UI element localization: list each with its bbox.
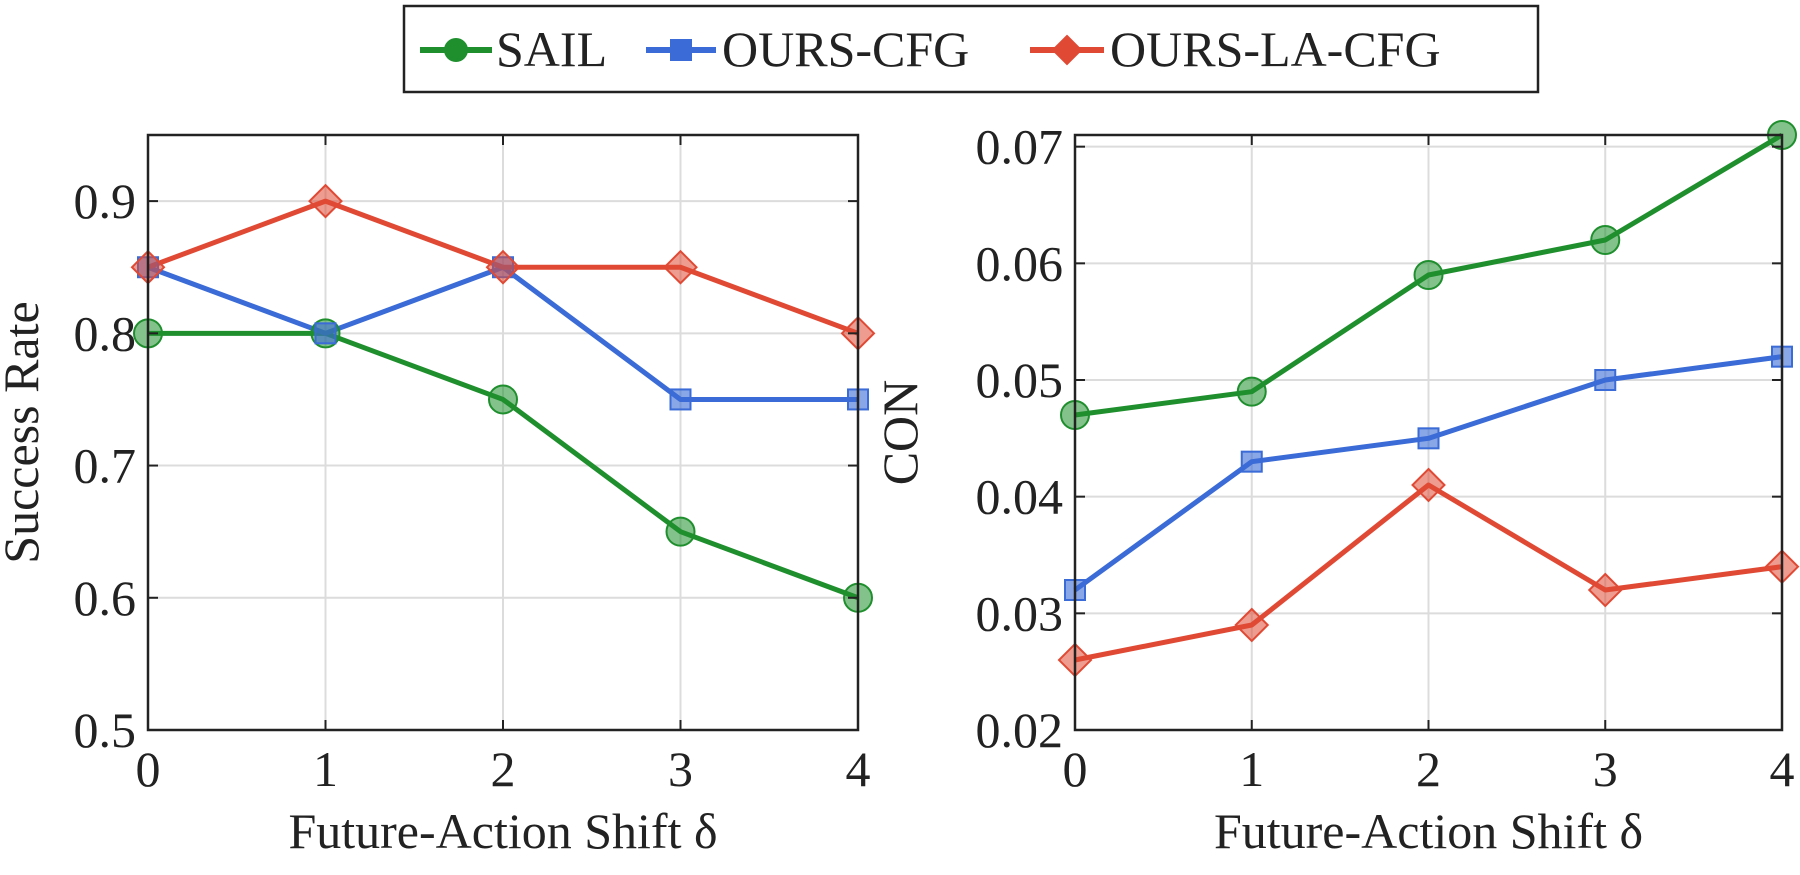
y-tick-label: 0.04	[976, 469, 1064, 525]
y-tick-label: 0.02	[976, 702, 1064, 758]
legend-marker-ours-la-cfg	[1051, 34, 1083, 66]
data-point-ours-la-cfg	[1411, 467, 1446, 503]
x-axis-label: Future-Action Shift δ	[288, 803, 717, 859]
legend-entry-ours-cfg: OURS-CFG	[646, 21, 969, 77]
y-tick-label: 0.9	[74, 173, 137, 229]
x-axis-label: Future-Action Shift δ	[1214, 803, 1643, 859]
legend-marker-ours-cfg	[670, 39, 692, 61]
data-point-sail	[1590, 225, 1621, 255]
y-tick-label: 0.03	[976, 585, 1064, 641]
data-point-sail	[1236, 376, 1267, 407]
data-point-sail	[1413, 260, 1444, 290]
legend-label-ours-la-cfg: OURS-LA-CFG	[1110, 21, 1441, 77]
left-plot: 0 1 2 3 4 0.5 0.6 0.7 0.8 0.9 Future-Action Shift …	[0, 133, 876, 859]
legend-entry-ours-la-cfg: OURS-LA-CFG	[1030, 21, 1441, 77]
y-axis-label: CON	[872, 380, 928, 486]
data-point-ours-la-cfg	[1234, 607, 1270, 643]
x-tick-label: 2	[1416, 741, 1441, 797]
data-point-ours-la-cfg	[663, 249, 698, 285]
legend-entry-sail: SAIL	[420, 21, 607, 77]
legend: SAIL OURS-CFG OURS-LA-CFG	[402, 4, 1540, 94]
data-point-sail	[665, 516, 696, 547]
legend-box	[402, 4, 1540, 94]
data-point-ours-la-cfg	[485, 249, 521, 285]
x-tick-label: 0	[136, 741, 161, 797]
data-point-ours-cfg	[1594, 369, 1617, 391]
x-tick-label: 1	[313, 741, 338, 797]
legend-marker-sail	[444, 38, 468, 62]
y-axis-label: Success Rate	[0, 301, 49, 563]
data-point-ours-cfg	[1417, 427, 1440, 450]
y-tick-label: 0.6	[74, 570, 137, 626]
data-point-ours-la-cfg	[308, 183, 343, 219]
right-plot: 0 1 2 3 4 0.02 0.03 0.04 0.05 0.06 0.07 Future-Acti…	[872, 119, 1800, 859]
data-point-ours-cfg	[669, 388, 692, 411]
y-tick-label: 0.07	[976, 119, 1064, 175]
x-tick-label: 4	[1770, 741, 1795, 797]
y-tick-label: 0.5	[74, 702, 137, 758]
legend-label-sail: SAIL	[496, 21, 607, 77]
x-tick-label: 4	[846, 741, 871, 797]
x-tick-label: 1	[1239, 741, 1264, 797]
x-tick-label: 0	[1063, 741, 1088, 797]
y-tick-label: 0.8	[74, 305, 137, 361]
x-tick-label: 3	[668, 741, 693, 797]
data-point-ours-la-cfg	[1587, 572, 1623, 608]
data-point-ours-cfg	[314, 322, 337, 345]
x-tick-label: 3	[1593, 741, 1618, 797]
y-tick-label: 0.7	[74, 438, 137, 494]
y-tick-label: 0.05	[976, 352, 1064, 408]
x-tick-label: 2	[491, 741, 516, 797]
legend-label-ours-cfg: OURS-CFG	[722, 21, 969, 77]
data-point-ours-cfg	[1240, 450, 1263, 473]
y-tick-label: 0.06	[976, 235, 1064, 291]
data-point-sail	[488, 384, 518, 415]
